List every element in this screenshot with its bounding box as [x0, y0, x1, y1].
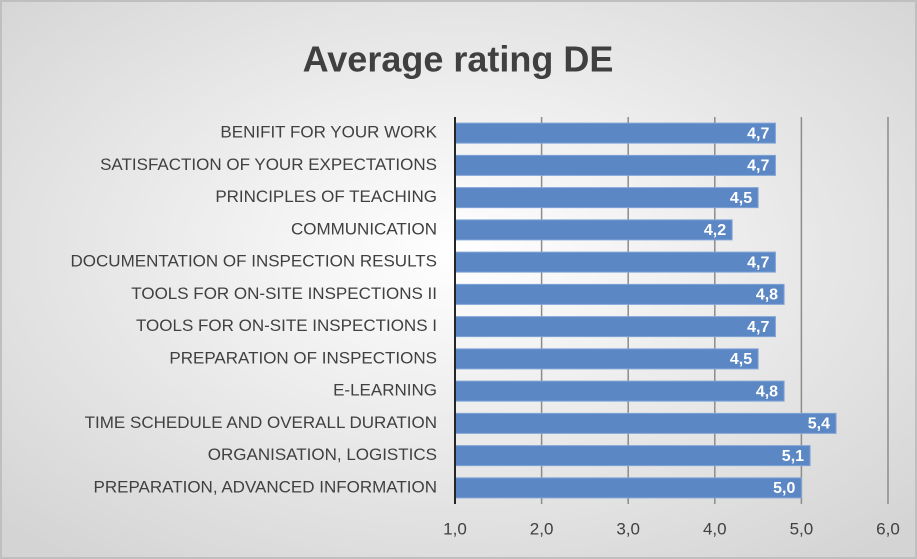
bar [454, 316, 776, 338]
value-label: 4,5 [730, 190, 752, 207]
bar [454, 445, 811, 467]
x-tick-label: 1,0 [443, 519, 467, 538]
value-label: 5,0 [773, 480, 795, 497]
y-tick-label: ORGANISATION, LOGISTICS [208, 445, 437, 464]
value-label: 4,8 [756, 383, 778, 400]
value-label: 4,5 [730, 351, 752, 368]
chart-title: Average rating DE [303, 39, 614, 80]
value-label: 5,1 [782, 448, 804, 465]
bar [454, 412, 837, 434]
x-tick-label: 6,0 [876, 519, 900, 538]
y-tick-label: PREPARATION OF INSPECTIONS [169, 348, 437, 367]
value-label: 4,7 [747, 319, 769, 336]
y-tick-label: BENIFIT FOR YOUR WORK [220, 123, 437, 142]
bar [454, 187, 759, 209]
y-tick-label: E-LEARNING [333, 381, 437, 400]
y-tick-label: PREPARATION, ADVANCED INFORMATION [94, 477, 438, 496]
value-label: 4,7 [747, 125, 769, 142]
y-tick-label: TOOLS FOR ON-SITE INSPECTIONS I [136, 316, 437, 335]
x-tick-label: 4,0 [703, 519, 727, 538]
bar [454, 477, 802, 499]
value-label: 5,4 [808, 416, 830, 433]
y-tick-label: PRINCIPLES OF TEACHING [215, 187, 437, 206]
y-tick-label: TOOLS FOR ON-SITE INSPECTIONS II [131, 284, 437, 303]
y-tick-label: DOCUMENTATION OF INSPECTION RESULTS [71, 252, 437, 271]
bar [454, 122, 776, 144]
bar [454, 348, 759, 370]
value-label: 4,2 [704, 222, 726, 239]
x-tick-label: 2,0 [530, 519, 554, 538]
bar [454, 251, 776, 273]
x-tick-label: 5,0 [790, 519, 814, 538]
y-tick-label: COMMUNICATION [291, 219, 437, 238]
y-tick-label: SATISFACTION OF YOUR EXPECTATIONS [100, 155, 437, 174]
value-label: 4,7 [747, 158, 769, 175]
x-tick-label: 3,0 [616, 519, 640, 538]
y-tick-label: TIME SCHEDULE AND OVERALL DURATION [85, 413, 437, 432]
bar [454, 154, 776, 176]
bar [454, 283, 785, 305]
value-label: 4,8 [756, 287, 778, 304]
bar [454, 219, 733, 241]
bar [454, 380, 785, 402]
value-label: 4,7 [747, 254, 769, 271]
